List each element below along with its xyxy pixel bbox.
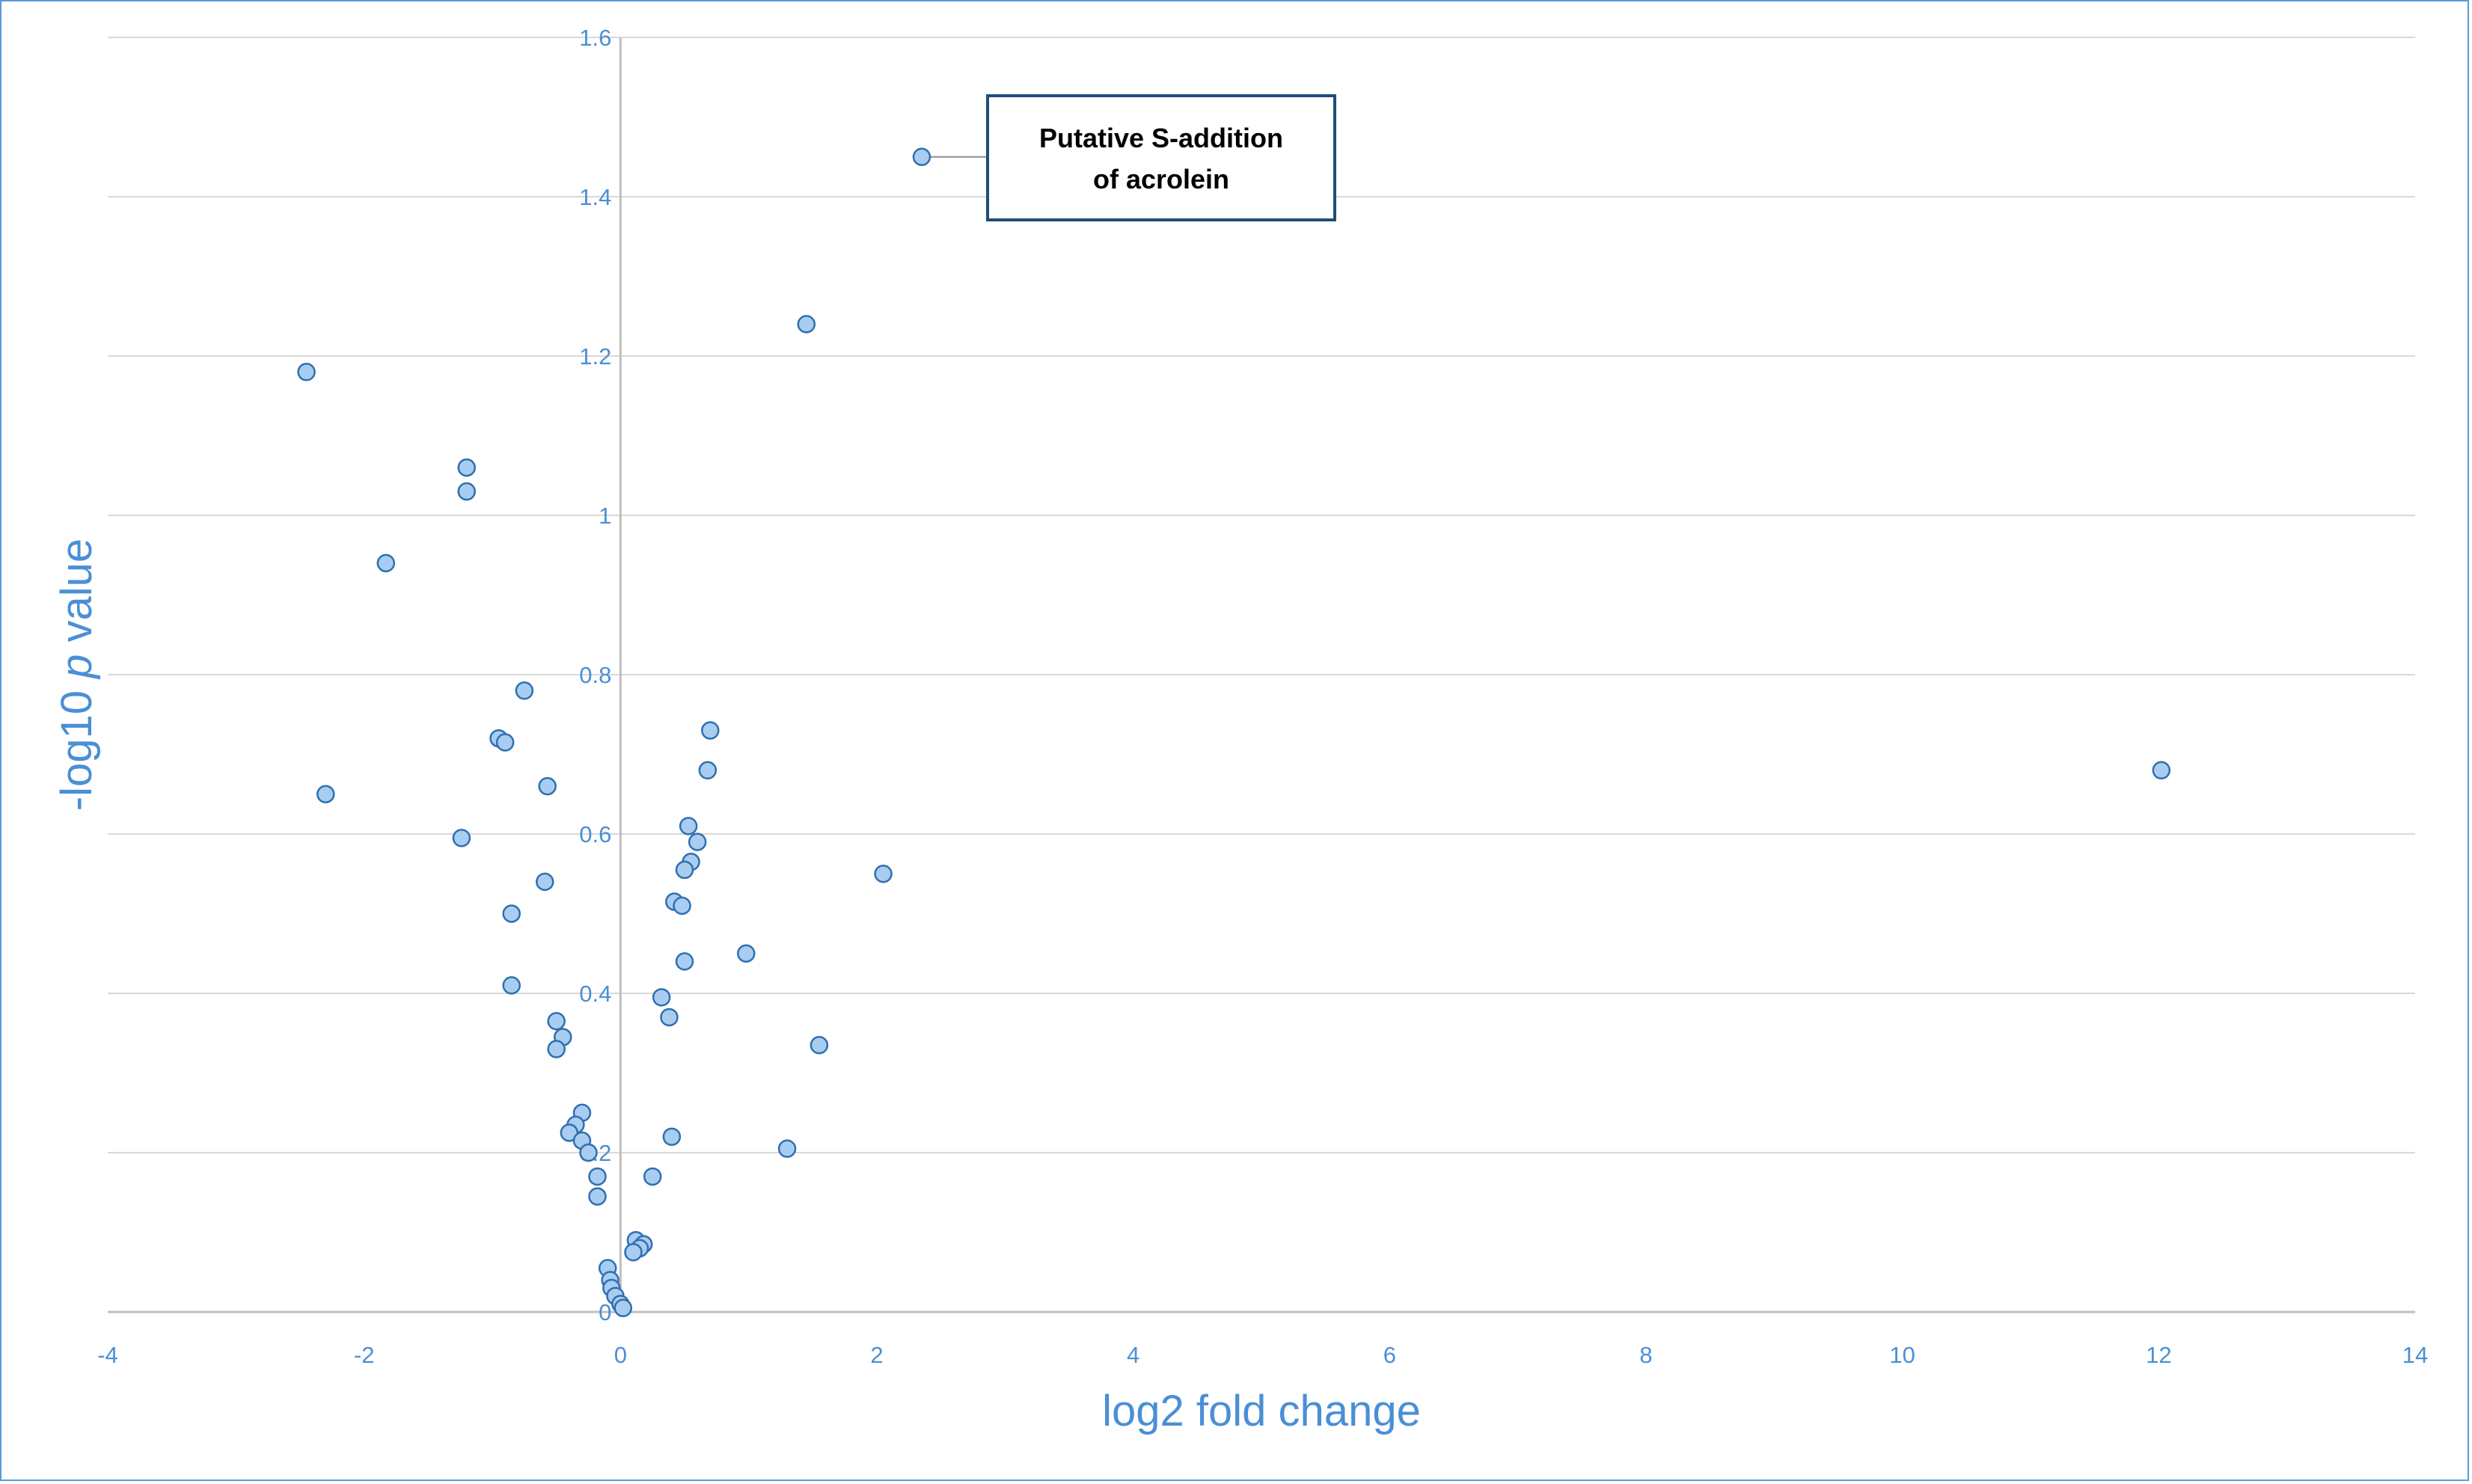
annotation-box [986,94,1336,221]
data-point [316,785,335,803]
annotation-text-line1: Putative S-addition [1039,123,1283,153]
x-tick-labels: -4 -2 0 2 4 6 8 10 12 14 [97,1342,2428,1368]
y-tick-label: 1.2 [579,343,611,370]
data-point [560,1123,579,1142]
data-point [797,315,816,334]
y-tick-label: 0 [599,1299,611,1325]
x-tick-label: 14 [2402,1342,2428,1368]
data-point [912,147,931,166]
data-point [614,1298,633,1317]
x-tick-label: 8 [1639,1342,1652,1368]
data-point [547,1040,566,1058]
gridlines [108,37,2415,1153]
data-point [675,860,694,880]
data-point [495,733,515,752]
x-tick-label: 2 [870,1342,883,1368]
data-point [502,904,521,923]
data-point [673,896,691,916]
data-points [297,147,2171,1317]
y-axis-title-italic: p [52,654,101,680]
y-tick-labels: 00.20.40.60.811.21.41.6 [579,25,611,1325]
data-point [452,829,471,847]
x-tick-label: 6 [1383,1342,1396,1368]
y-tick-label: 1 [599,503,611,529]
data-point [2152,761,2171,780]
data-point [624,1242,643,1262]
y-tick-label: 1.4 [579,184,611,210]
axes [108,37,2415,1313]
annotation-text-line2: of acrolein [1093,164,1229,194]
data-point [376,554,396,573]
data-point [535,872,554,892]
x-tick-label: 0 [614,1342,627,1368]
annotation: Putative S-addition of acrolein [930,94,1336,221]
data-point [297,363,316,381]
data-point [698,761,718,780]
x-axis-title: log2 fold change [1102,1387,1421,1435]
data-point [588,1187,607,1206]
data-point [515,681,534,700]
data-point [547,1012,566,1031]
data-point [660,1008,679,1027]
y-tick-label: 0.8 [579,662,611,688]
data-point [874,865,893,883]
y-tick-label: 0.4 [579,981,611,1007]
data-point [810,1035,829,1055]
x-tick-label: 10 [1889,1342,1915,1368]
data-point [701,721,720,740]
data-point [675,952,694,971]
data-point [588,1167,607,1186]
data-point [662,1127,682,1146]
x-tick-label: 12 [2146,1342,2171,1368]
data-point [538,776,557,796]
y-axis-title: -log10 p value [52,539,101,811]
x-tick-label: -4 [97,1342,118,1368]
data-point [579,1143,598,1162]
data-point [652,988,671,1007]
x-tick-label: -2 [354,1342,375,1368]
y-tick-label: 1.6 [579,25,611,51]
data-point [736,944,756,963]
data-point [688,833,707,851]
data-point [457,482,476,501]
y-tick-label: 0.6 [579,821,611,847]
y-axis-title-prefix: -log10 [52,678,101,811]
x-tick-label: 4 [1127,1342,1139,1368]
data-point [777,1139,797,1158]
data-point [679,817,698,835]
data-point [643,1167,662,1186]
data-point [502,976,521,995]
y-axis-title-suffix: value [52,539,101,654]
data-point [457,458,476,477]
